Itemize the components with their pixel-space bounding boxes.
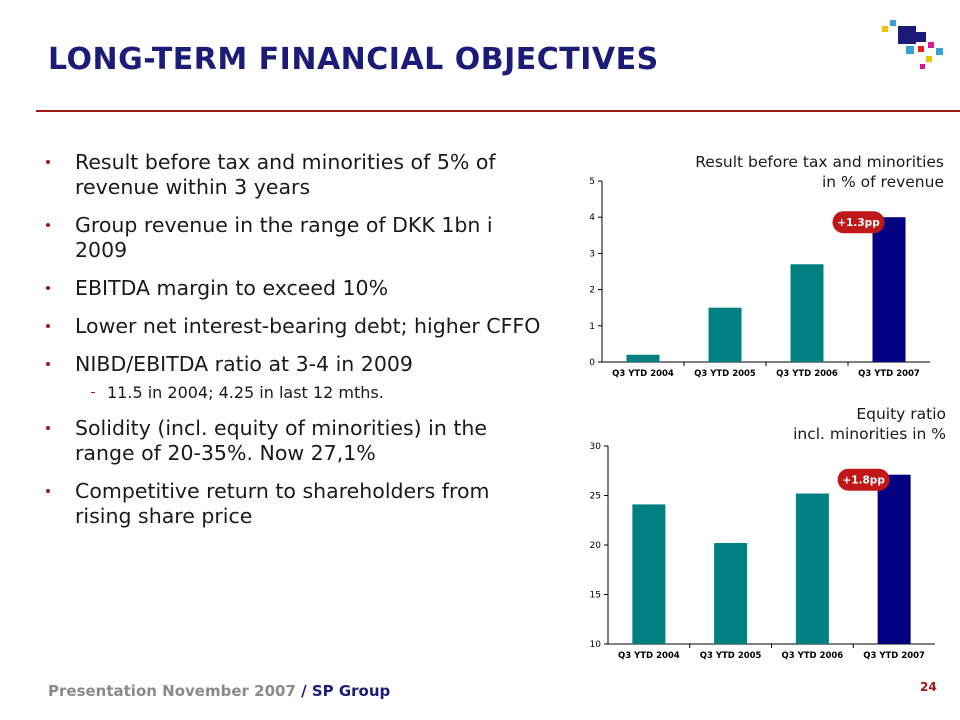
page-title: LONG-TERM FINANCIAL OBJECTIVES <box>48 42 659 77</box>
bullet-dot-icon <box>46 286 50 290</box>
bullet-item: NIBD/EBITDA ratio at 3-4 in 2009 11.5 in… <box>46 352 546 403</box>
objectives-list: Result before tax and minorities of 5% o… <box>46 150 546 542</box>
dash-icon <box>91 392 95 393</box>
bar <box>790 264 824 362</box>
bullet-item: Result before tax and minorities of 5% o… <box>46 150 546 200</box>
footer-separator: / <box>295 682 312 700</box>
bullet-dot-icon <box>46 489 50 493</box>
y-tick-label: 5 <box>589 177 595 187</box>
change-badge <box>837 468 890 491</box>
y-tick-label: 3 <box>589 249 595 259</box>
y-tick-label: 25 <box>590 492 601 502</box>
y-tick-label: 20 <box>590 541 602 551</box>
x-tick-label: Q3 YTD 2004 <box>612 369 674 379</box>
title-divider <box>36 110 960 112</box>
change-badge <box>832 211 885 234</box>
bullet-text: Result before tax and minorities of 5% o… <box>75 150 496 199</box>
bullet-text: Competitive return to shareholders from … <box>75 479 490 528</box>
bullet-item: Lower net interest-bearing debt; higher … <box>46 314 546 339</box>
x-tick-label: Q3 YTD 2007 <box>863 651 925 661</box>
y-tick-label: 1 <box>589 322 595 332</box>
bar <box>714 543 748 644</box>
bar <box>632 504 666 644</box>
sub-bullet-text: 11.5 in 2004; 4.25 in last 12 mths. <box>107 383 384 402</box>
y-tick-label: 2 <box>589 286 595 296</box>
bar <box>708 307 742 362</box>
result-before-tax-chart: 0 1 2 3 4 5 Q3 YTD 2004 Q3 YTD 2005 Q3 YTD 2006 Q… <box>589 177 930 379</box>
x-tick-label: Q3 YTD 2004 <box>618 651 680 661</box>
y-tick-label: 30 <box>590 442 602 452</box>
chart1-caption: Result before tax and minorities in % of… <box>695 152 944 192</box>
y-tick-label: 10 <box>590 640 602 650</box>
chart1-title: Result before tax and minorities <box>695 153 944 171</box>
y-tick-label: 4 <box>589 213 595 223</box>
x-tick-label: Q3 YTD 2007 <box>858 369 920 379</box>
bullet-dot-icon <box>46 324 50 328</box>
bullet-dot-icon <box>46 426 50 430</box>
bar <box>795 493 829 644</box>
bullet-text: Group revenue in the range of DKK 1bn i … <box>75 213 493 262</box>
x-tick-label: Q3 YTD 2006 <box>782 651 844 661</box>
bullet-dot-icon <box>46 362 50 366</box>
chart2-caption: Equity ratio incl. minorities in % <box>793 404 946 444</box>
x-tick-label: Q3 YTD 2005 <box>694 369 756 379</box>
bullet-text: NIBD/EBITDA ratio at 3-4 in 2009 <box>75 352 413 376</box>
bar <box>626 354 660 362</box>
bullet-dot-icon <box>46 160 50 164</box>
x-tick-label: Q3 YTD 2005 <box>700 651 762 661</box>
footer-presentation: Presentation November 2007 <box>48 682 296 700</box>
bar <box>872 217 906 362</box>
equity-ratio-chart: 10 15 20 25 30 Q3 YTD 2004 Q3 YTD 2005 Q3 YTD 2… <box>590 442 935 661</box>
bar <box>877 474 911 644</box>
bullet-text: Solidity (incl. equity of minorities) in… <box>75 416 488 465</box>
x-tick-label: Q3 YTD 2006 <box>776 369 838 379</box>
sub-bullet-item: 11.5 in 2004; 4.25 in last 12 mths. <box>75 383 546 403</box>
page-number: 24 <box>920 680 937 694</box>
y-tick-label: 15 <box>590 591 601 601</box>
y-tick-label: 0 <box>589 358 595 368</box>
change-badge-label: +1.3pp <box>837 217 880 229</box>
bullet-item: Group revenue in the range of DKK 1bn i … <box>46 213 546 263</box>
bullet-item: EBITDA margin to exceed 10% <box>46 276 546 301</box>
bullet-item: Solidity (incl. equity of minorities) in… <box>46 416 546 466</box>
bullet-item: Competitive return to shareholders from … <box>46 479 546 529</box>
chart2-title: Equity ratio <box>856 405 946 423</box>
bullet-dot-icon <box>46 223 50 227</box>
change-badge-label: +1.8pp <box>842 475 885 487</box>
chart1-subtitle: in % of revenue <box>821 173 944 191</box>
bullet-text: Lower net interest-bearing debt; higher … <box>75 314 541 338</box>
chart2-subtitle: incl. minorities in % <box>793 425 946 443</box>
footer-group: SP Group <box>311 682 391 700</box>
sp-group-logo-icon <box>882 20 943 69</box>
footer: Presentation November 2007 / SP Group <box>48 682 390 700</box>
bullet-text: EBITDA margin to exceed 10% <box>75 276 389 300</box>
